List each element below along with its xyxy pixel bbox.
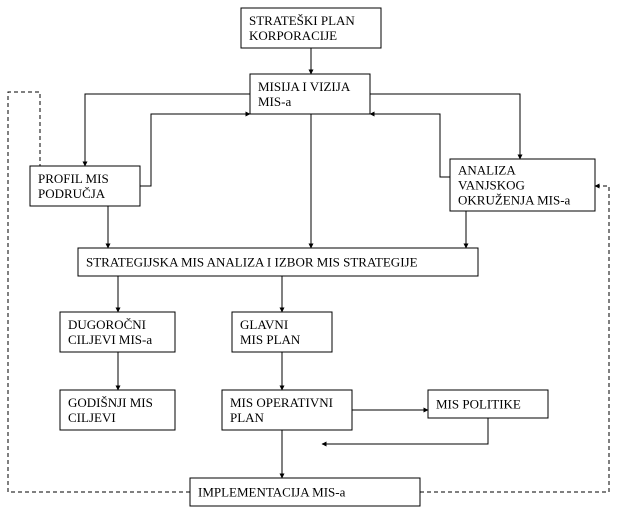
node-dugorocni: DUGOROČNICILJEVI MIS-a xyxy=(60,312,175,352)
node-profil-line1: PODRUČJA xyxy=(38,186,106,201)
node-godisnji: GODIŠNJI MISCILJEVI xyxy=(60,390,175,430)
node-glavni-line0: GLAVNI xyxy=(240,317,288,332)
node-godisnji-line1: CILJEVI xyxy=(68,410,116,425)
node-dugorocni-line1: CILJEVI MIS-a xyxy=(68,332,152,347)
node-glavni-line1: MIS PLAN xyxy=(240,332,301,347)
node-operativni-line0: MIS OPERATIVNI xyxy=(230,395,333,410)
node-politike-line0: MIS POLITIKE xyxy=(436,397,521,412)
node-politike: MIS POLITIKE xyxy=(428,390,548,418)
node-misija-line1: MIS-a xyxy=(258,94,291,109)
node-analiza_v-line1: VANJSKOG xyxy=(458,178,525,193)
node-analiza_v: ANALIZAVANJSKOGOKRUŽENJA MIS-a xyxy=(450,159,595,211)
edge-2 xyxy=(370,94,520,159)
node-misija: MISIJA I VIZIJAMIS-a xyxy=(250,74,370,114)
edge-4 xyxy=(140,114,250,186)
node-profil-line0: PROFIL MIS xyxy=(38,171,109,186)
node-operativni: MIS OPERATIVNIPLAN xyxy=(222,390,352,430)
node-strateski-line1: KORPORACIJE xyxy=(249,28,337,43)
node-operativni-line1: PLAN xyxy=(230,410,265,425)
node-implement-line0: IMPLEMENTACIJA MIS-a xyxy=(198,485,346,500)
node-strateski: STRATEŠKI PLANKORPORACIJE xyxy=(241,8,381,48)
edge-5 xyxy=(370,114,450,177)
edge-15 xyxy=(8,92,190,492)
node-strateski-line0: STRATEŠKI PLAN xyxy=(249,13,355,28)
node-glavni: GLAVNIMIS PLAN xyxy=(232,312,332,352)
node-strategijska: STRATEGIJSKA MIS ANALIZA I IZBOR MIS STR… xyxy=(78,248,478,276)
node-profil: PROFIL MISPODRUČJA xyxy=(30,166,140,206)
node-strategijska-line0: STRATEGIJSKA MIS ANALIZA I IZBOR MIS STR… xyxy=(86,255,418,270)
edge-16 xyxy=(420,186,609,492)
edge-1 xyxy=(85,94,250,166)
node-godisnji-line0: GODIŠNJI MIS xyxy=(68,395,153,410)
node-analiza_v-line0: ANALIZA xyxy=(458,163,516,178)
node-implement: IMPLEMENTACIJA MIS-a xyxy=(190,478,420,506)
node-dugorocni-line0: DUGOROČNI xyxy=(68,317,146,332)
node-analiza_v-line2: OKRUŽENJA MIS-a xyxy=(458,193,571,208)
node-misija-line0: MISIJA I VIZIJA xyxy=(258,79,351,94)
flowchart-canvas: STRATEŠKI PLANKORPORACIJE MISIJA I VIZIJA… xyxy=(0,0,617,524)
